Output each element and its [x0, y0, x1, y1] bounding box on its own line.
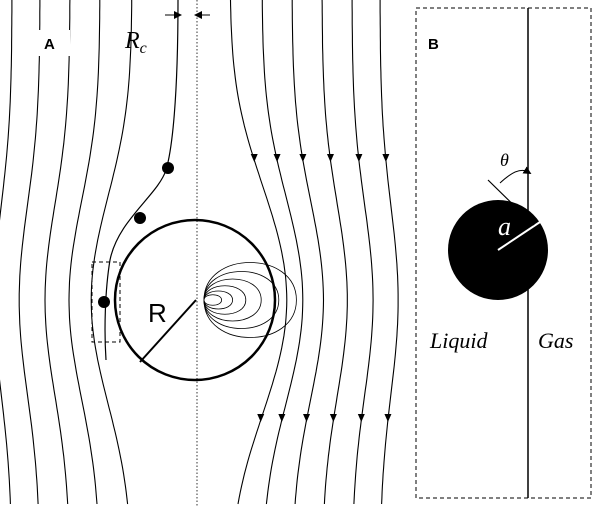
flow-arrow — [278, 414, 285, 422]
angle-arc — [500, 170, 528, 183]
figure: R Rc A θ a Liquid Gas B — [0, 0, 595, 506]
recirculation — [204, 263, 296, 338]
streamline — [91, 0, 132, 504]
flow-arrow — [355, 154, 362, 162]
rc-label: Rc — [124, 28, 147, 57]
recirculation-loop — [204, 263, 296, 338]
flow-arrow — [358, 414, 365, 422]
flow-arrow — [330, 414, 337, 422]
gas-label: Gas — [538, 328, 573, 353]
rc-sub: c — [140, 40, 147, 57]
streamline — [380, 0, 398, 504]
streamlines — [0, 0, 398, 504]
streamline — [322, 0, 347, 504]
panel-b-label: B — [428, 36, 439, 53]
liquid-label: Liquid — [429, 328, 488, 353]
streamline — [262, 0, 303, 504]
particle — [98, 296, 110, 308]
flow-arrow — [327, 154, 334, 162]
streamline — [352, 0, 373, 504]
recirculation-loop — [204, 291, 233, 309]
streamline — [0, 0, 12, 504]
streamline — [45, 0, 70, 504]
streamline — [292, 0, 323, 504]
angle-label: θ — [500, 150, 509, 170]
flow-arrow — [257, 414, 264, 422]
streamline — [19, 0, 40, 504]
flow-arrow — [303, 414, 310, 422]
sphere-radius-label: R — [148, 298, 167, 328]
particle — [134, 212, 146, 224]
particle — [162, 162, 174, 174]
flow-arrow — [274, 154, 281, 162]
panel-a-label: A — [44, 36, 55, 53]
flow-arrow — [299, 154, 306, 162]
flow-arrow — [384, 414, 391, 422]
flow-arrow — [251, 154, 258, 162]
flow-arrow — [382, 154, 389, 162]
rc-main: R — [124, 28, 140, 54]
recirculation-loop — [204, 286, 246, 315]
recirculation-loop — [204, 295, 222, 306]
radius-b-label: a — [498, 212, 511, 241]
